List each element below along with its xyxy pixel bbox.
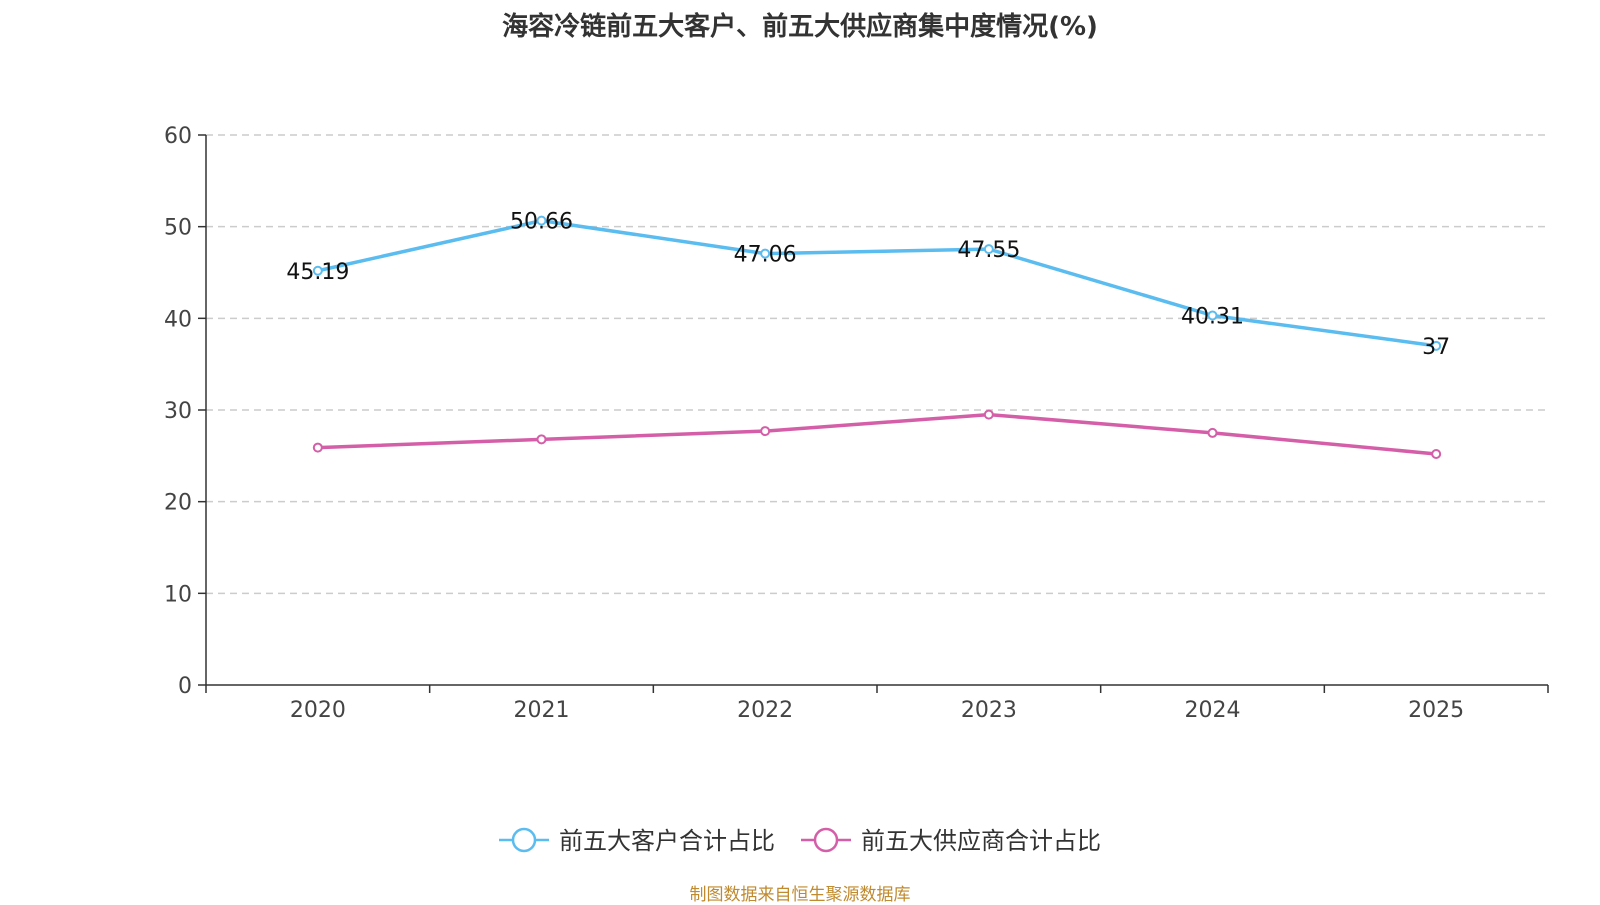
legend-marker-icon [511, 827, 537, 853]
data-point-1-2025 [1431, 340, 1442, 351]
data-label-2020: 45.19 [286, 260, 349, 285]
series-line-1 [316, 218, 1438, 348]
data-point-1-2023 [983, 244, 994, 255]
data-point-2-2020 [312, 442, 323, 453]
y-tick-label: 0 [178, 674, 192, 699]
data-point-2-2022 [760, 426, 771, 437]
y-tick-label: 20 [164, 491, 192, 516]
x-tick-label-2024: 2024 [1185, 698, 1241, 723]
data-label-2023: 47.55 [957, 238, 1020, 263]
legend-label: 前五大供应商合计占比 [861, 827, 1101, 855]
x-tick-label-2022: 2022 [737, 698, 793, 723]
data-point-2-2024 [1207, 427, 1218, 438]
axes: 0 10 20 30 40 50 60 2020 2021 2022 2023 2024 2025 [164, 124, 1549, 723]
x-tick-label-2021: 2021 [514, 698, 570, 723]
data-label-2021: 50.66 [510, 210, 573, 235]
data-point-2-2025 [1431, 449, 1442, 459]
y-tick-label: 10 [164, 582, 192, 607]
legend-item-1[interactable]: 前五大客户合计占比 [499, 827, 775, 855]
legend-item-2[interactable]: 前五大供应商合计占比 [801, 827, 1101, 855]
data-point-2-2021 [536, 434, 547, 445]
source-note: 制图数据来自恒生聚源数据库 [689, 885, 911, 905]
legend[interactable]: 前五大客户合计占比 前五大供应商合计占比 [499, 827, 1101, 855]
legend-label: 前五大客户合计占比 [559, 827, 775, 855]
data-point-2-2023 [983, 409, 994, 420]
x-tick-label-2023: 2023 [961, 698, 1017, 723]
chart-title: 海容冷链前五大客户、前五大供应商集中度情况(%) [502, 12, 1098, 42]
data-point-1-2022 [760, 248, 771, 259]
legend-marker-icon [813, 827, 839, 853]
y-tick-label: 60 [164, 124, 192, 149]
y-tick-label: 50 [164, 216, 192, 241]
data-point-1-2024 [1207, 310, 1218, 321]
y-tick-label: 40 [164, 307, 192, 332]
data-label-2024: 40.31 [1181, 304, 1244, 329]
x-tick-label-2020: 2020 [290, 698, 346, 723]
data-labels: 45.19 50.66 47.06 47.55 40.31 37 [286, 210, 1450, 360]
data-point-1-2021 [536, 215, 547, 226]
data-label-2025: 37 [1422, 335, 1450, 360]
grid-lines [206, 134, 1548, 595]
series-lines [312, 215, 1442, 459]
data-point-1-2020 [312, 265, 323, 276]
data-label-2022: 47.06 [734, 243, 797, 268]
x-tick-label-2025: 2025 [1408, 698, 1464, 723]
y-tick-label: 30 [164, 399, 192, 424]
series-line-2 [316, 412, 1438, 456]
